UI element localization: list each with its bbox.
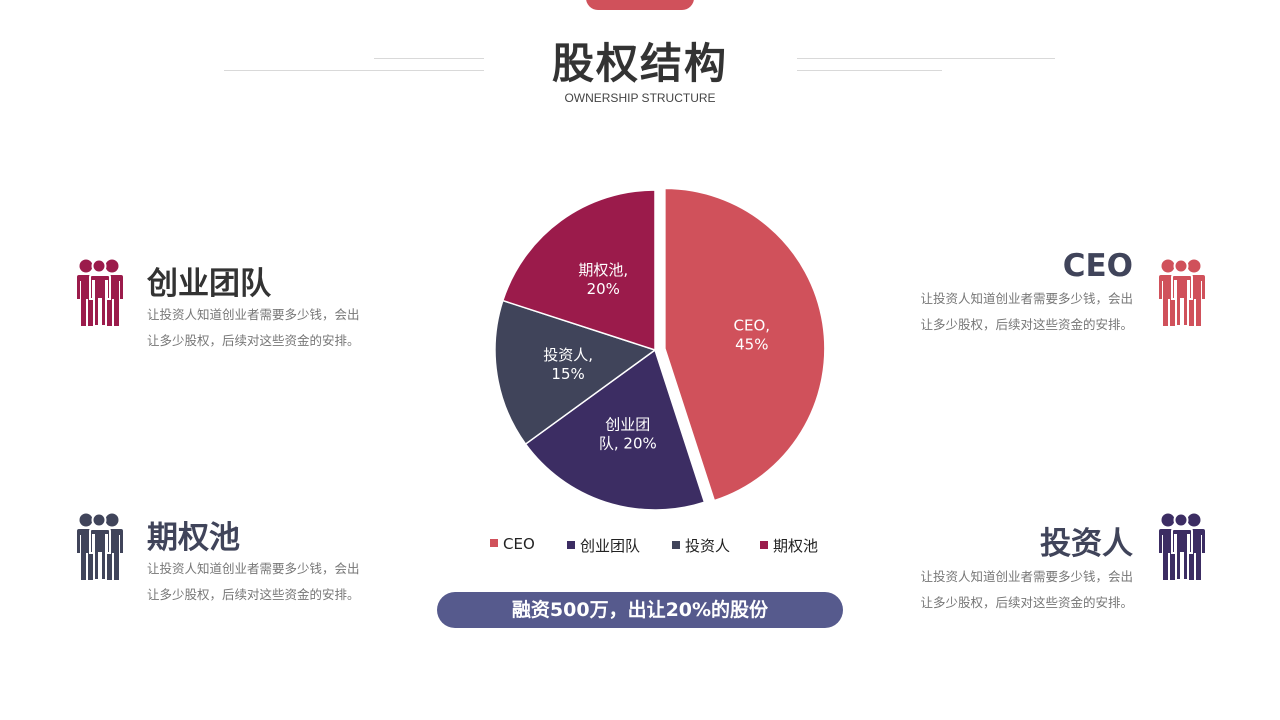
title-line-right-upper [797,58,1055,59]
pie-slice-2 [494,299,657,446]
ownership-pie-chart: CEO, 45% 创业团队, 20%投资人, 15% 期权池, 20% [494,187,826,511]
pie-data-label-2: 投资人, 15% [543,346,593,383]
card-team-desc: 让投资人知道创业者需要多少钱，会出让多少股权，后续对这些资金的安排。 [147,307,360,348]
legend-swatch [567,541,575,549]
team-icon [77,258,123,327]
pie-data-label-1: 创业团队, 20% [599,416,657,453]
pie-slice-0 [664,187,826,502]
pie-slice-3 [501,189,656,352]
card-ceo-title: CEO [1062,248,1133,284]
legend-label: 期权池 [773,537,819,555]
legend-item-ceo: CEO [490,535,535,553]
title-line-left-lower [224,70,484,71]
title-line-left-upper [374,58,484,59]
top-tab-decoration [586,0,694,10]
title-line-right-lower [797,70,942,71]
card-team-title: 创业团队 [147,266,271,302]
legend-item-pool: 期权池 [760,535,818,556]
legend-label: CEO [503,535,535,553]
page-subtitle: OWNERSHIP STRUCTURE [564,91,716,105]
card-investor-desc: 让投资人知道创业者需要多少钱，会出让多少股权，后续对这些资金的安排。 [920,569,1133,610]
legend-swatch [490,539,498,547]
card-pool-title: 期权池 [147,520,240,556]
legend-swatch [760,541,768,549]
financing-summary-pill: 融资500万，出让20%的股份 [437,592,843,628]
pie-data-label-0: CEO, 45% [734,317,771,354]
legend-label: 创业团队 [580,537,641,555]
pie-data-label-3: 期权池, 20% [578,261,628,298]
card-investor-title: 投资人 [1040,526,1133,562]
legend-item-team: 创业团队 [567,535,640,556]
card-ceo-desc: 让投资人知道创业者需要多少钱，会出让多少股权，后续对这些资金的安排。 [920,291,1133,332]
chart-legend: CEO 创业团队 投资人 期权池 [490,535,850,557]
legend-label: 投资人 [685,537,731,555]
team-icon [77,512,123,581]
legend-swatch [672,541,680,549]
legend-item-investor: 投资人 [672,535,730,556]
card-pool-desc: 让投资人知道创业者需要多少钱，会出让多少股权，后续对这些资金的安排。 [147,561,360,602]
page-title: 股权结构 [551,39,728,88]
team-icon [1159,258,1205,327]
pie-slice-1 [524,348,706,511]
team-icon [1159,512,1205,581]
